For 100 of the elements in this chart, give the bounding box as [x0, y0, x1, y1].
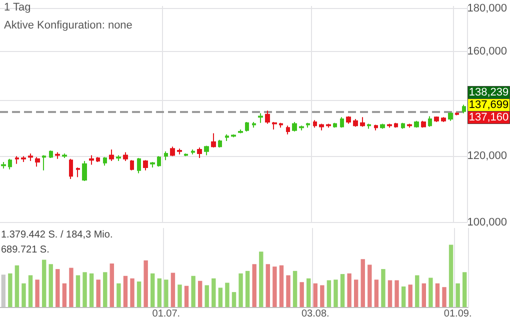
- bar: [103, 272, 108, 307]
- bar: [401, 286, 406, 307]
- candlestick: [150, 161, 155, 168]
- candlestick: [103, 156, 107, 166]
- candlestick: [204, 145, 209, 156]
- candlestick: [170, 146, 175, 157]
- candlestick: [62, 152, 67, 158]
- bar: [48, 264, 53, 307]
- candlestick: [367, 123, 371, 130]
- bar: [14, 265, 20, 307]
- candlestick: [374, 124, 378, 131]
- candlestick: [407, 123, 412, 128]
- bar: [150, 273, 155, 307]
- candlestick: [258, 112, 263, 124]
- bar: [62, 283, 67, 307]
- candlestick: [231, 134, 236, 138]
- text: 138,239: [468, 86, 509, 98]
- candlestick: [434, 116, 439, 123]
- candlestick: [428, 116, 432, 128]
- candlestick: [191, 149, 195, 155]
- candlestick: [333, 122, 337, 128]
- candlestick: [89, 154, 94, 166]
- bar: [144, 260, 148, 307]
- bar: [157, 278, 162, 307]
- bar: [272, 266, 277, 307]
- bar: [259, 252, 264, 307]
- candlestick: [177, 148, 182, 155]
- candlestick: [21, 156, 26, 162]
- candlestick: [28, 152, 33, 162]
- candlestick: [387, 123, 392, 128]
- bar: [170, 272, 176, 307]
- text: 137,160: [468, 112, 509, 124]
- bar: [42, 260, 46, 307]
- candlestick: [225, 134, 229, 142]
- candlestick: [380, 123, 385, 130]
- candlestick: [55, 152, 60, 160]
- candlestick: [353, 118, 358, 128]
- bar: [204, 285, 209, 307]
- bar: [360, 259, 365, 307]
- annotation: Aktive Konfiguration: none: [4, 20, 132, 32]
- candlestick: [218, 139, 222, 148]
- candlestick: [326, 123, 331, 128]
- candlestick: [69, 158, 73, 180]
- candlestick: [306, 122, 310, 128]
- candlestick: [360, 116, 365, 128]
- candlestick: [252, 122, 256, 128]
- bar: [35, 280, 40, 307]
- y-tick-label: 100,000: [467, 216, 508, 228]
- candlestick: [394, 122, 398, 128]
- bar: [96, 280, 100, 307]
- bar: [28, 275, 33, 307]
- bar: [116, 283, 121, 307]
- bar: [279, 265, 284, 307]
- bar: [462, 272, 467, 307]
- bar: [184, 286, 189, 307]
- candlestick: [109, 149, 114, 162]
- bar: [218, 288, 223, 307]
- candlestick: [238, 129, 243, 134]
- bar: [232, 292, 236, 307]
- candlestick: [35, 156, 40, 168]
- candlestick: [462, 104, 466, 114]
- candlestick: [286, 125, 290, 135]
- bar: [56, 269, 60, 307]
- bar: [381, 269, 386, 307]
- candlestick: [76, 167, 80, 178]
- bar: [292, 270, 298, 307]
- bar: [164, 280, 168, 307]
- bar: [286, 275, 290, 307]
- annotation: 1 Tag: [4, 2, 31, 14]
- bar: [22, 283, 26, 307]
- candlestick: [421, 120, 426, 128]
- candlestick: [319, 123, 324, 131]
- bar: [326, 280, 332, 307]
- bar: [422, 283, 426, 307]
- bar: [82, 272, 87, 307]
- bar: [69, 268, 74, 307]
- bar: [225, 282, 230, 307]
- y-tick-label: 160,000: [467, 45, 508, 58]
- bar: [313, 283, 318, 307]
- bar: [415, 275, 420, 307]
- candlestick: [401, 122, 405, 130]
- bar: [435, 283, 440, 307]
- bar: [320, 285, 324, 307]
- bar: [123, 276, 128, 307]
- text: 1.379.442 S. / 184,3 Mio.: [1, 230, 113, 240]
- candlestick: [299, 125, 304, 131]
- bar: [408, 284, 412, 307]
- bar: [306, 278, 311, 307]
- x-tick-label: 01.07.: [152, 308, 180, 320]
- bar: [1, 274, 6, 307]
- bar: [368, 264, 372, 307]
- candlestick: [137, 157, 141, 174]
- y-tick-label: 180,000: [467, 2, 508, 15]
- bar: [428, 278, 433, 307]
- candlestick: [340, 116, 344, 128]
- bar: [245, 270, 250, 307]
- candlestick: [123, 152, 128, 162]
- bar: [334, 280, 338, 307]
- candlestick: [211, 132, 216, 148]
- bar: [212, 278, 216, 307]
